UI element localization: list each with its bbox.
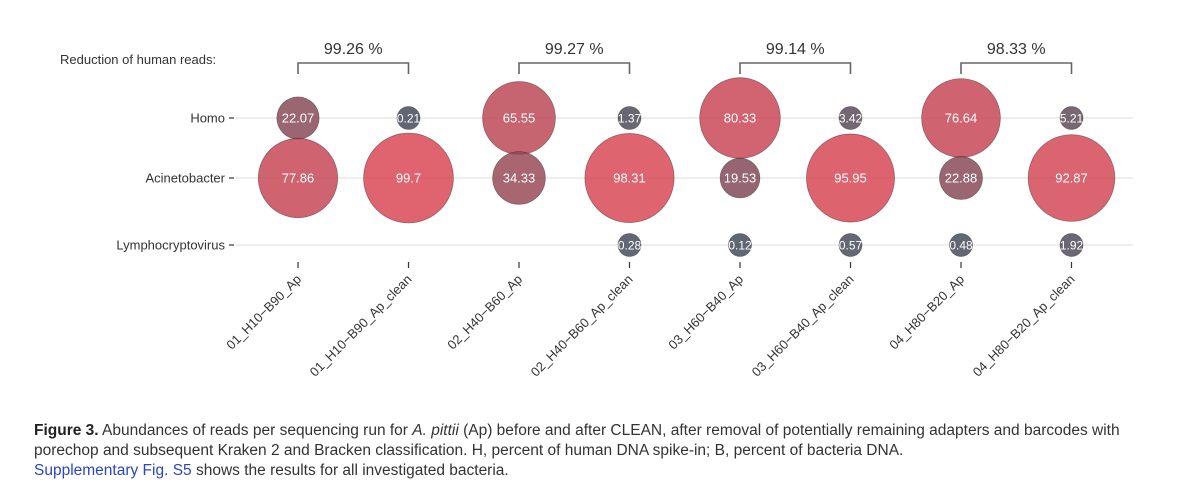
data-label: 0.57 <box>839 239 863 253</box>
data-label: 0.48 <box>949 239 973 253</box>
caption-text-1: Abundances of reads per sequencing run f… <box>98 422 413 439</box>
x-tick-label: 02_H40−B60_Ap <box>444 272 525 353</box>
reduction-label: Reduction of human reads: <box>60 52 216 67</box>
caption-species: A. pittii <box>412 422 459 439</box>
data-label: 22.07 <box>282 111 315 126</box>
bubble <box>838 106 863 130</box>
bubble <box>949 233 973 257</box>
figure-caption: Figure 3. Abundances of reads per sequen… <box>34 421 1174 481</box>
data-label: 95.95 <box>834 171 867 186</box>
data-label: 19.53 <box>724 171 757 186</box>
bubble <box>1027 134 1116 222</box>
supplementary-link[interactable]: Supplementary Fig. S5 <box>34 462 192 479</box>
data-label: 80.33 <box>724 111 757 126</box>
x-tick-label: 01_H10−B90_Ap <box>223 272 304 353</box>
data-label: 0.12 <box>728 239 752 253</box>
bubble <box>1059 106 1084 130</box>
figure-label: Figure 3. <box>34 422 99 439</box>
data-label: 76.64 <box>945 111 978 126</box>
x-tick-label: 03_H60−B40_Ap_clean <box>749 272 857 380</box>
bubble <box>363 132 454 224</box>
x-tick-label: 03_H60−B40_Ap <box>665 272 746 353</box>
data-label: 77.86 <box>282 171 315 186</box>
bubble <box>838 233 863 257</box>
data-label: 3.42 <box>839 112 863 126</box>
x-tick-label: 04_H80−B20_Ap <box>886 272 967 353</box>
bubble <box>719 157 761 199</box>
bubble <box>617 106 642 130</box>
reduction-value-3: 99.14 % <box>766 41 825 58</box>
caption-text-2: (Ap) before and after CLEAN, after remov… <box>34 422 1120 459</box>
reduction-bracket-3 <box>739 62 852 74</box>
data-label: 22.88 <box>945 171 978 186</box>
y-tick-label-acinetobacter: Acinetobacter <box>146 171 226 186</box>
reduction-bracket-2 <box>518 62 631 74</box>
y-tick-label-homo: Homo <box>190 111 225 126</box>
x-tick-label: 01_H10−B90_Ap_clean <box>307 272 415 380</box>
bubble <box>1059 233 1084 257</box>
bubble <box>257 137 339 219</box>
data-label: 92.87 <box>1055 171 1088 186</box>
bubble <box>939 156 983 200</box>
reduction-value-2: 99.27 % <box>545 41 604 58</box>
x-tick-label: 04_H80−B20_Ap_clean <box>970 272 1078 380</box>
data-label: 5.21 <box>1060 112 1084 126</box>
bubble <box>617 233 642 257</box>
y-tick-label-lymphocryptovirus: Lymphocryptovirus <box>116 238 225 253</box>
reduction-value-1: 99.26 % <box>324 41 383 58</box>
data-label: 0.21 <box>397 112 421 126</box>
data-label: 65.55 <box>503 111 536 126</box>
x-tick-label: 02_H40−B60_Ap_clean <box>528 272 636 380</box>
data-label: 0.28 <box>618 239 642 253</box>
bubble <box>492 151 546 205</box>
bubble <box>396 106 421 130</box>
data-label: 34.33 <box>503 171 536 186</box>
bubble <box>806 133 895 223</box>
bubble <box>728 233 752 257</box>
bubble <box>584 132 675 224</box>
data-label: 98.31 <box>613 171 646 186</box>
reduction-bracket-1 <box>297 62 410 74</box>
reduction-bracket-4 <box>960 62 1073 74</box>
reduction-value-4: 98.33 % <box>987 41 1046 58</box>
data-label: 1.92 <box>1060 239 1084 253</box>
data-label: 99.7 <box>396 171 421 186</box>
data-label: 1.37 <box>618 112 642 126</box>
caption-text-3: shows the results for all investigated b… <box>191 462 509 479</box>
bubble-chart: Reduction of human reads: 99.26 % 99.27 % 9… <box>60 41 1133 380</box>
